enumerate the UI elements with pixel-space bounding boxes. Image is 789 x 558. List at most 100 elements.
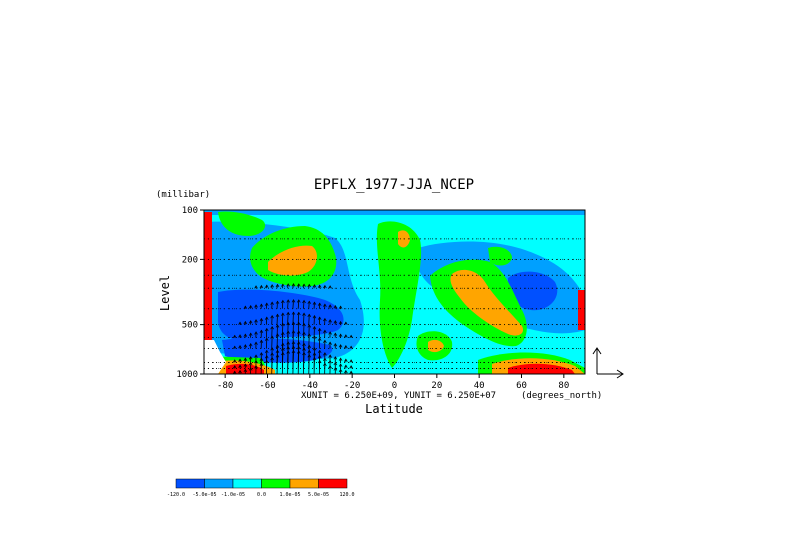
flux-arrow-head [248, 342, 253, 347]
contour-darkblue [218, 289, 344, 341]
flux-arrow-head [317, 337, 322, 341]
flux-arrow [281, 300, 284, 309]
flux-arrow-head [259, 362, 264, 367]
flux-dot [382, 238, 384, 240]
flux-dot [541, 367, 543, 369]
flux-dot [562, 287, 564, 289]
flux-arrow-head [248, 367, 253, 371]
flux-dot [207, 367, 209, 369]
flux-dot [530, 258, 532, 260]
flux-dot [239, 287, 241, 289]
flux-dot [530, 287, 532, 289]
flux-dot [578, 348, 580, 350]
flux-dot [414, 324, 416, 326]
flux-dot [403, 324, 405, 326]
flux-dot [228, 274, 230, 276]
flux-dot [387, 274, 389, 276]
flux-dot [504, 308, 506, 310]
flux-dot [382, 367, 384, 369]
flux-dot [234, 324, 236, 326]
flux-arrow-head [264, 359, 269, 364]
flux-arrow-head [338, 305, 343, 309]
flux-arrow-head [291, 349, 296, 354]
flux-dot [366, 337, 368, 339]
flux-dot [461, 274, 463, 276]
flux-dot [461, 348, 463, 350]
flux-dot [350, 258, 352, 260]
flux-dot [525, 258, 527, 260]
flux-arrow-head [238, 364, 242, 368]
flux-dot [488, 324, 490, 326]
flux-dot [382, 274, 384, 276]
flux-dot [355, 258, 357, 260]
flux-dot [440, 361, 442, 363]
flux-dot [477, 361, 479, 363]
flux-dot [350, 238, 352, 240]
flux-dot [403, 308, 405, 310]
flux-dot [519, 337, 521, 339]
flux-arrow-head [259, 352, 264, 356]
flux-arrow-head [338, 368, 343, 373]
flux-dot [355, 367, 357, 369]
flux-dot [223, 348, 225, 350]
flux-arrow-head [291, 283, 296, 287]
flux-dot [398, 308, 400, 310]
flux-arrow-head [312, 315, 317, 319]
flux-dot [340, 238, 341, 240]
flux-dot [329, 274, 331, 276]
flux-dot [578, 238, 580, 240]
flux-dot [430, 308, 431, 310]
flux-arrow-head [307, 300, 312, 304]
flux-dot [281, 258, 283, 260]
x-tick-label: 40 [474, 381, 485, 391]
flux-dot [535, 348, 537, 350]
flux-dot [440, 238, 442, 240]
flux-dot [366, 324, 368, 326]
flux-dot [519, 238, 521, 240]
flux-arrow-head [312, 352, 317, 356]
flux-dot [207, 274, 209, 276]
flux-dot [398, 274, 400, 276]
flux-arrow-head [281, 342, 285, 346]
flux-dot [207, 308, 209, 310]
flux-arrow-head [296, 350, 301, 354]
flux-arrow [287, 351, 289, 374]
flux-dot [514, 308, 516, 310]
flux-dot [213, 337, 214, 339]
flux-arrow-head [349, 365, 353, 369]
flux-dot [408, 258, 410, 260]
flux-dot [430, 238, 431, 240]
flux-dot [578, 287, 580, 289]
flux-dot [387, 337, 389, 339]
flux-arrow-head [286, 311, 290, 316]
flux-dot [572, 258, 574, 260]
flux-dot [482, 308, 484, 310]
flux-dot [408, 324, 410, 326]
flux-arrow-head [323, 362, 327, 367]
flux-arrow-head [302, 347, 306, 351]
flux-arrow-head [344, 344, 348, 349]
flux-dot [504, 287, 506, 289]
flux-dot [377, 238, 379, 240]
flux-arrow-head [275, 354, 280, 358]
flux-dot [207, 337, 209, 339]
legend-label: -5.0e-05 [192, 492, 216, 498]
flux-dot [498, 274, 500, 276]
flux-dot [567, 348, 569, 350]
flux-arrow-head [270, 301, 274, 305]
flux-arrow-head [312, 356, 317, 361]
flux-dot [345, 238, 347, 240]
flux-arrow-head [275, 283, 280, 288]
flux-dot [467, 258, 468, 260]
flux-dot [297, 258, 299, 260]
flux-dot [419, 308, 421, 310]
flux-dot [361, 361, 363, 363]
flux-dot [435, 308, 437, 310]
flux-dot [477, 258, 479, 260]
flux-dot [223, 287, 225, 289]
flux-dot [572, 361, 574, 363]
flux-dot [377, 274, 379, 276]
flux-dot [345, 287, 347, 289]
x-tick-label: -40 [302, 381, 318, 391]
flux-dot [366, 348, 368, 350]
